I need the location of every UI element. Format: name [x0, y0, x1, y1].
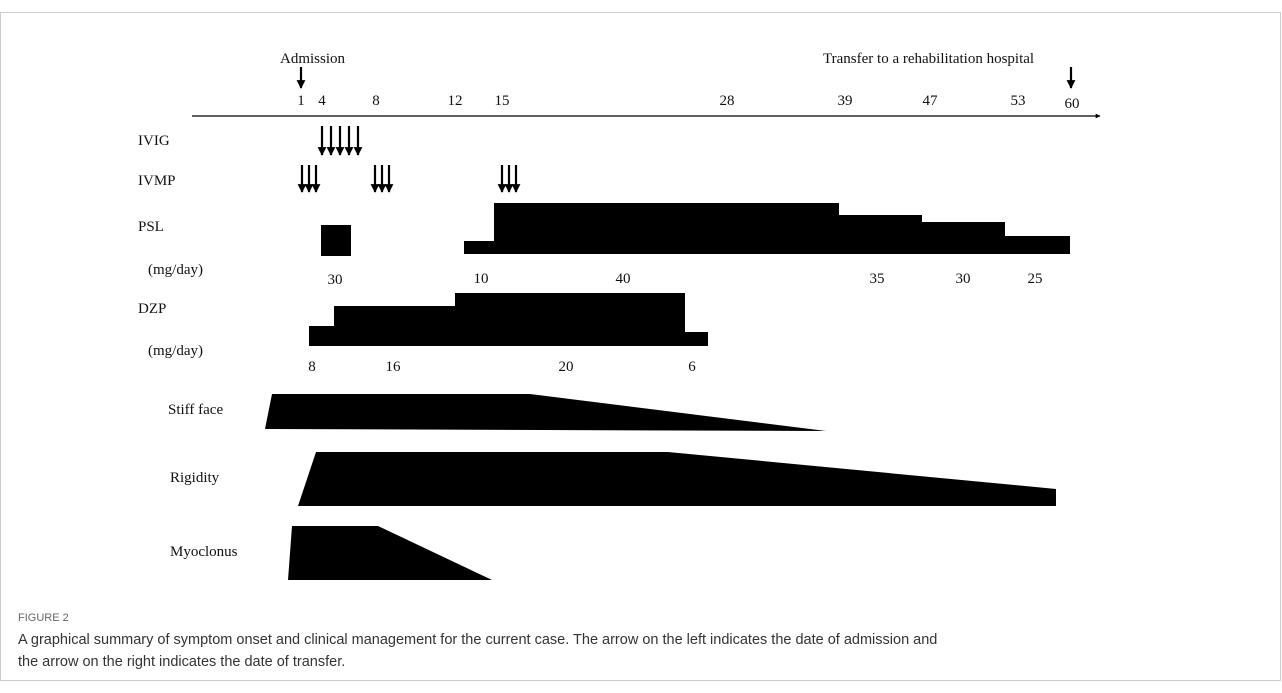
row-unit: (mg/day) [148, 343, 203, 359]
day-label: 47 [923, 93, 939, 109]
psl-blocks [321, 203, 1070, 256]
dzp-blocks [309, 293, 708, 346]
dose-label: 30 [956, 271, 971, 287]
row-label: IVMP [138, 173, 176, 189]
dose-label: 6 [688, 359, 696, 375]
caption-label: FIGURE 2 [18, 612, 69, 624]
transfer-label: Transfer to a rehabilitation hospital [823, 51, 1034, 67]
dose-block [321, 225, 351, 256]
dose-label: 8 [308, 359, 316, 375]
dose-block [494, 203, 839, 254]
row-label: IVIG [138, 133, 170, 149]
day-label: 8 [372, 93, 380, 109]
dzp-dose-labels: 8 16 20 6 [308, 359, 696, 375]
dose-label: 20 [559, 359, 574, 375]
dose-block [334, 306, 456, 346]
dose-label: 35 [870, 271, 885, 287]
dose-block [838, 215, 922, 254]
dose-block [309, 326, 335, 346]
stiff-face-shape [265, 394, 826, 431]
row-label: Rigidity [170, 470, 220, 486]
row-label: DZP [138, 301, 166, 317]
psl-dose-labels: 30 10 40 35 30 25 [328, 271, 1043, 288]
dose-block [455, 293, 685, 346]
day-labels: 1 4 8 12 15 28 39 47 53 60 [297, 93, 1079, 112]
dose-label: 30 [328, 272, 343, 288]
day-label: 39 [838, 93, 853, 109]
day-label: 4 [318, 93, 326, 109]
caption-text: A graphical summary of symptom onset and… [18, 632, 937, 648]
ivig-arrows [317, 126, 363, 156]
day-label: 15 [495, 93, 510, 109]
day-label: 60 [1065, 96, 1080, 112]
frame [0, 12, 1281, 681]
dose-block [464, 241, 495, 254]
dose-label: 10 [474, 271, 489, 287]
caption-text: the arrow on the right indicates the dat… [18, 654, 345, 670]
day-label: 1 [297, 93, 305, 109]
row-unit: (mg/day) [148, 262, 203, 278]
myoclonus-shape [288, 526, 492, 580]
rigidity-shape [298, 452, 1056, 506]
dose-label: 16 [386, 359, 402, 375]
row-label: PSL [138, 219, 164, 235]
dose-block [684, 332, 708, 346]
row-label: Myoclonus [170, 544, 238, 560]
admission-label: Admission [280, 51, 346, 67]
dose-label: 40 [616, 271, 631, 287]
dose-block [921, 222, 1005, 254]
day-label: 53 [1011, 93, 1026, 109]
day-label: 12 [448, 93, 463, 109]
row-label: Stiff face [168, 402, 223, 418]
ivmp-arrows [297, 165, 521, 193]
day-label: 28 [720, 93, 735, 109]
dose-label: 25 [1028, 271, 1043, 287]
dose-block [1004, 236, 1070, 254]
